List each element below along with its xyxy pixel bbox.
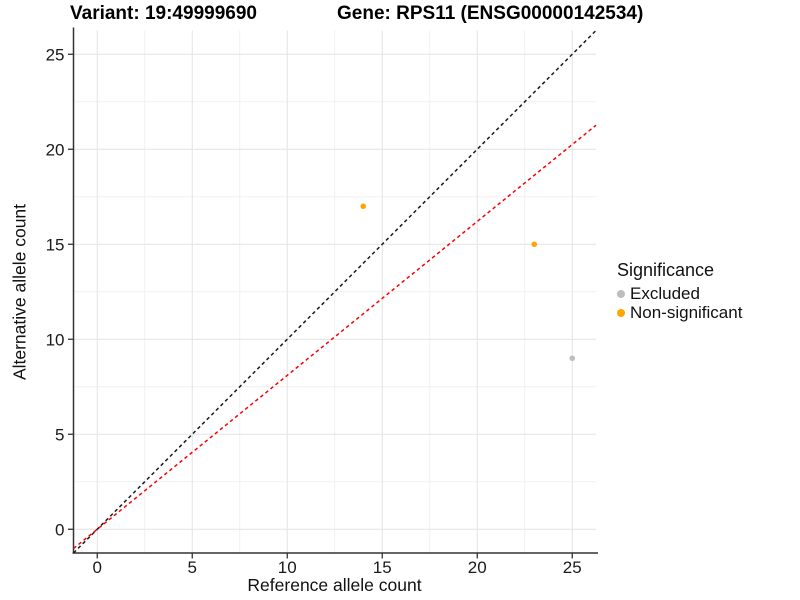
data-points xyxy=(360,203,576,362)
svg-text:25: 25 xyxy=(46,45,65,64)
svg-text:5: 5 xyxy=(188,558,197,577)
x-axis-title: Reference allele count xyxy=(247,575,422,595)
axis-lines xyxy=(72,27,598,554)
y-tick-labels: 0 5 10 15 20 25 xyxy=(46,45,65,539)
major-gridlines xyxy=(73,30,596,553)
minor-gridlines xyxy=(73,30,596,553)
non-significant-swatch-icon xyxy=(617,308,625,317)
svg-text:5: 5 xyxy=(55,425,64,444)
svg-text:15: 15 xyxy=(373,558,392,577)
data-point xyxy=(531,241,538,248)
svg-text:10: 10 xyxy=(278,558,297,577)
svg-text:25: 25 xyxy=(563,558,582,577)
legend-item-label: Excluded xyxy=(630,283,700,303)
legend-item-label: Non-significant xyxy=(630,302,743,322)
svg-text:0: 0 xyxy=(55,520,64,539)
svg-text:20: 20 xyxy=(46,140,65,159)
ratio-line xyxy=(73,124,597,550)
legend: Significance Excluded Non-significant xyxy=(617,260,742,322)
variant-title: Variant: 19:49999690 xyxy=(70,3,257,24)
legend-title: Significance xyxy=(617,260,715,280)
data-point xyxy=(569,355,576,362)
legend-item-excluded: Excluded xyxy=(617,284,742,303)
svg-text:0: 0 xyxy=(93,558,102,577)
excluded-swatch-icon xyxy=(617,289,625,298)
y-axis-title: Alternative allele count xyxy=(9,203,30,381)
data-point xyxy=(360,203,367,210)
legend-item-non-significant: Non-significant xyxy=(617,303,742,322)
tick-marks xyxy=(68,53,573,559)
svg-text:15: 15 xyxy=(46,235,65,254)
svg-text:20: 20 xyxy=(468,558,487,577)
x-tick-labels: 0 5 10 15 20 25 xyxy=(93,558,582,577)
gene-title: Gene: RPS11 (ENSG00000142534) xyxy=(337,3,644,24)
svg-text:10: 10 xyxy=(46,330,65,349)
